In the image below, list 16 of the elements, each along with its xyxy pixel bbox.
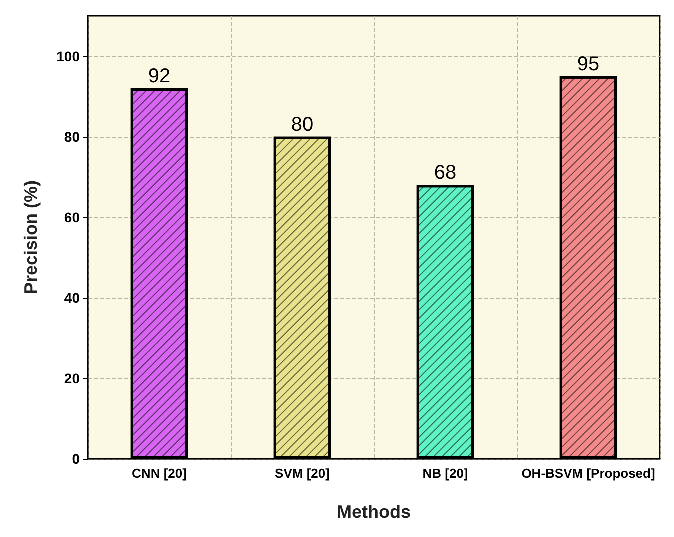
y-tick-label: 100: [56, 48, 80, 64]
y-tick-label: 60: [64, 209, 80, 226]
y-tick-label: 40: [64, 290, 80, 306]
data-label: 80: [291, 114, 314, 136]
x-tick-label: SVM [20]: [275, 466, 330, 481]
data-label: 68: [434, 162, 457, 184]
x-tick-label: OH-BSVM [Proposed]: [522, 466, 656, 481]
y-tick-label: 0: [72, 451, 80, 467]
y-axis-title: Precision (%): [21, 180, 41, 295]
x-tick-label: CNN [20]: [132, 466, 187, 481]
data-label: 92: [148, 65, 171, 88]
y-tick-label: 20: [64, 370, 80, 386]
x-axis-title: Methods: [337, 502, 411, 522]
y-tick-label: 80: [64, 128, 80, 145]
data-label: 95: [577, 53, 600, 76]
x-tick-label: NB [20]: [422, 466, 468, 481]
